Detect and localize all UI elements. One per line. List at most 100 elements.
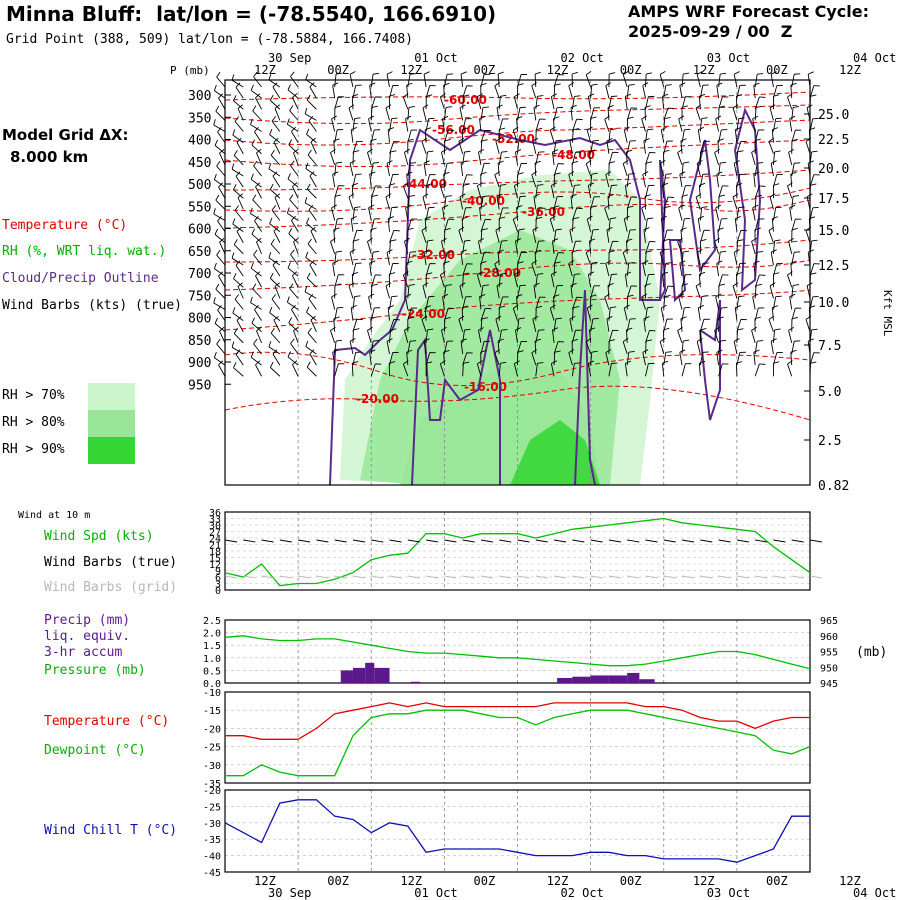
grid-wind-barb — [791, 575, 804, 579]
wind-barb — [253, 76, 262, 88]
wind-barb-flag — [684, 217, 691, 220]
wind-barb-flag — [286, 207, 290, 214]
wind-barb-flag — [587, 215, 593, 220]
wind-barb — [368, 118, 372, 132]
grid-wind-barb — [627, 575, 640, 579]
wind-barb — [218, 364, 226, 377]
wind-barb — [680, 229, 683, 243]
wind-barb — [255, 186, 262, 199]
wind-barb — [237, 197, 244, 210]
wind-barb — [607, 285, 610, 299]
wind-barb-flag — [641, 115, 647, 120]
wind-barb-flag — [591, 350, 598, 353]
wind-barb — [513, 185, 518, 199]
wind-barb — [351, 274, 354, 288]
wind-barb — [270, 100, 281, 110]
wind-barb-flag — [514, 182, 520, 187]
wind-barb — [367, 152, 372, 166]
wind-barb-flag — [333, 138, 340, 142]
wind-barb — [732, 285, 738, 299]
wind-barb-flag — [592, 228, 599, 231]
wind-barb — [607, 196, 610, 210]
wind-barb — [293, 241, 299, 255]
wind-barb — [717, 140, 720, 154]
wind-barb-flag — [610, 217, 617, 220]
wind-barb-flag — [236, 315, 242, 321]
wind-barb-flag — [736, 94, 743, 97]
wind-barb-flag — [610, 128, 617, 131]
surface-wind-barb — [243, 539, 256, 543]
wind-barb-flag — [532, 226, 539, 231]
pressure-ytick: 955 — [820, 648, 838, 659]
temp-panel-frame — [224, 691, 811, 784]
wind-barb-flag — [552, 327, 559, 331]
wind-barb-flag — [716, 349, 723, 353]
wind-barb — [235, 354, 244, 366]
wind-barb-flag — [769, 104, 776, 109]
wind-barb-flag — [499, 216, 506, 220]
wind-barb-flag — [570, 282, 577, 286]
wind-barb — [754, 363, 760, 377]
wind-barb-flag — [309, 82, 315, 88]
wind-barb — [424, 129, 427, 143]
wind-barb-flag — [407, 227, 414, 231]
wind-barb-flag — [810, 361, 817, 364]
wind-barb-flag — [234, 116, 239, 122]
wind-barb — [753, 352, 756, 366]
wind-barb-flag — [218, 93, 224, 99]
wind-barb — [642, 174, 646, 188]
wind-barb — [349, 74, 354, 88]
wind-barb-flag — [479, 294, 486, 297]
temperature-line — [225, 702, 810, 740]
temp-contour-label: -16.00 — [464, 380, 507, 394]
wind-barb-flag — [755, 194, 763, 197]
wind-barb-flag — [701, 117, 708, 120]
wind-barb-flag — [215, 105, 220, 112]
wind-barb-flag — [808, 249, 814, 253]
wind-barb — [571, 307, 574, 321]
wind-barb-flag — [568, 82, 575, 87]
wind-barb — [641, 118, 646, 132]
wind-barb-flag — [605, 260, 612, 264]
wind-barb — [387, 307, 390, 321]
wind-barb — [790, 174, 793, 188]
top-date-label: 01 Oct — [414, 51, 457, 65]
wind-barb-flag — [607, 105, 614, 108]
wind-barb-flag — [237, 193, 243, 198]
wind-barb-flag — [236, 226, 242, 232]
wind-barb-flag — [233, 150, 238, 156]
wind-barb-flag — [571, 71, 579, 75]
wind-barb-flag — [292, 93, 298, 98]
wind-barb-flag — [683, 250, 690, 253]
wind-barb — [787, 96, 793, 110]
wind-barb-flag — [752, 204, 759, 209]
wind-barb-flag — [305, 162, 309, 169]
wind-barb-flag — [622, 337, 629, 343]
wind-barb — [214, 357, 226, 366]
wind-barb — [515, 329, 518, 343]
wind-barb-flag — [391, 295, 398, 298]
wind-barb — [696, 341, 701, 355]
wind-barb-flag — [253, 338, 258, 345]
wind-barb-flag — [214, 139, 218, 146]
wind-barb-flag — [256, 237, 262, 243]
wind-barb — [479, 118, 482, 132]
wind-barb-flag — [332, 82, 339, 86]
wind-barb-flag — [367, 237, 373, 242]
wind-panel-ytick: 24 — [209, 534, 221, 545]
wind-barb — [754, 96, 760, 110]
wind-barb — [254, 131, 262, 143]
wind-barb-flag — [496, 282, 503, 286]
wind-barb — [677, 152, 683, 166]
wind-barb-flag — [753, 260, 760, 264]
wind-barb-flag — [516, 294, 523, 297]
wind-barb — [790, 85, 793, 99]
surface-wind-barb — [700, 539, 713, 543]
wind-barb — [233, 244, 244, 255]
legend-temperature: Temperature (°C) — [2, 218, 128, 233]
wind-barb-flag — [695, 193, 702, 198]
wind-barb — [751, 330, 756, 343]
wind-panel-ytick: 12 — [209, 560, 221, 571]
wind-barb — [307, 332, 317, 344]
wind-panel-ytick: 21 — [209, 541, 221, 552]
